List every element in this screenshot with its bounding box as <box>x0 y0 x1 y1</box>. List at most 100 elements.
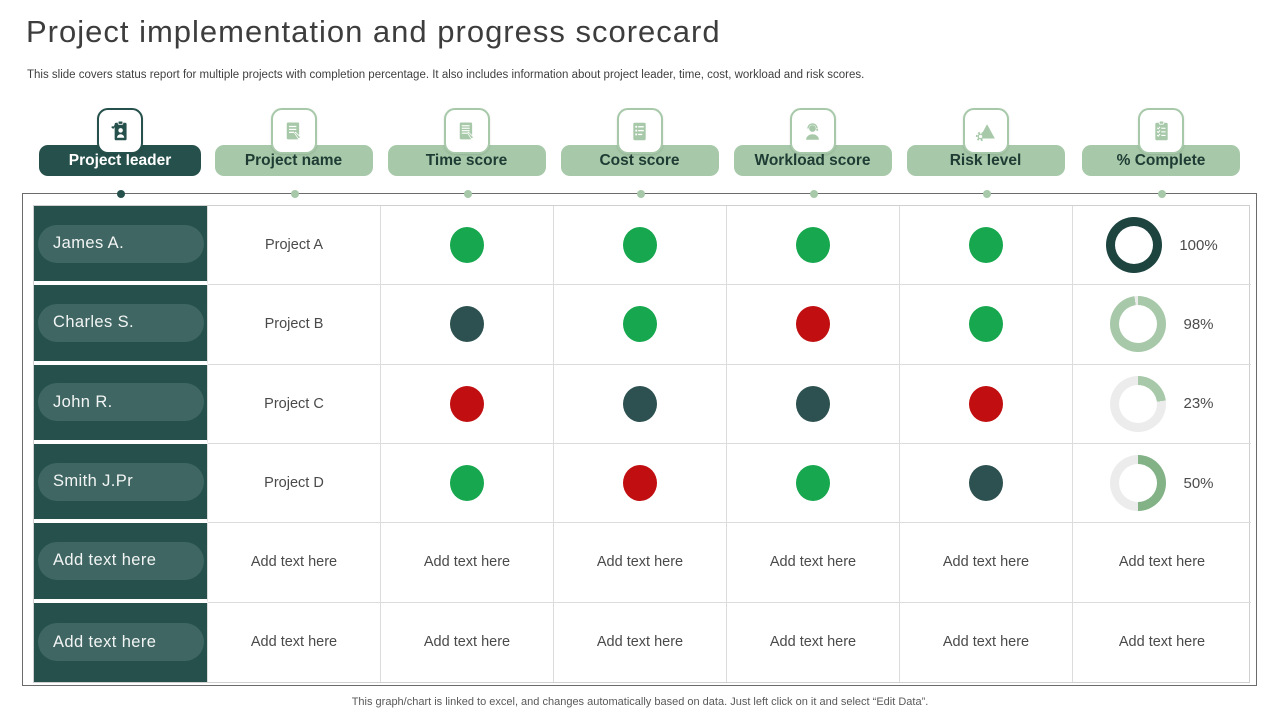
project-name-cell[interactable]: Add text here <box>208 523 381 603</box>
column-header-workload-score: Workload score <box>726 108 899 176</box>
leader-cell: James A. <box>34 206 208 286</box>
cost-status-cell <box>554 206 727 286</box>
column-pill-project-leader: Project leader <box>39 145 201 176</box>
time-status-cell <box>381 364 554 444</box>
percent-complete-label: 98% <box>1183 315 1214 333</box>
column-header-percent-complete: % Complete <box>1072 108 1250 176</box>
leader-cell: Charles S. <box>34 285 208 365</box>
dark-status-circle-icon <box>623 385 657 422</box>
percent-complete-cell: 23% <box>1073 365 1251 444</box>
percent-complete-label: 100% <box>1179 236 1218 254</box>
green-status-circle-icon <box>796 227 830 264</box>
excel-link-note: This graph/chart is linked to excel, and… <box>351 696 929 708</box>
progress-donut-chart <box>1110 455 1167 512</box>
time-status-cell[interactable]: Add text here <box>381 602 554 682</box>
clipboard-check-icon <box>1138 108 1184 154</box>
workload-status-cell[interactable]: Add text here <box>727 523 900 603</box>
leader-cell[interactable]: Add text here <box>34 523 208 603</box>
connector-dot-risk-level <box>983 190 991 198</box>
invoice-list-icon <box>616 108 663 154</box>
checklist-pencil-icon <box>443 108 490 154</box>
connector-dot-workload-score <box>810 190 818 198</box>
percent-complete-cell: 50% <box>1073 444 1251 524</box>
connector-dot-percent-complete <box>1158 190 1166 198</box>
time-status-cell[interactable]: Add text here <box>381 523 554 603</box>
scorecard-table: James A. Project A 100% Charles S. Project B… <box>33 205 1251 683</box>
time-status-cell <box>381 206 554 286</box>
column-header-cost-score: Cost score <box>553 108 726 176</box>
progress-donut-chart <box>1110 296 1167 353</box>
percent-complete-label: 23% <box>1183 395 1214 413</box>
green-status-circle-icon <box>450 465 484 502</box>
column-header-time-score: Time score <box>380 108 553 176</box>
dark-status-circle-icon <box>450 306 484 343</box>
green-status-circle-icon <box>623 306 657 343</box>
leader-cell: Smith J.Pr <box>34 444 208 524</box>
person-headset-icon <box>789 108 836 154</box>
project-name-cell: Project C <box>208 364 381 444</box>
time-status-cell <box>381 444 554 524</box>
workload-status-cell <box>727 206 900 286</box>
risk-status-cell <box>900 206 1073 286</box>
leader-name-pill: Add text here <box>38 541 204 580</box>
slide-subtitle: This slide covers status report for mult… <box>27 69 865 81</box>
progress-donut-chart <box>1110 375 1167 432</box>
progress-donut-chart <box>1106 217 1163 274</box>
time-status-cell <box>381 285 554 365</box>
dark-status-circle-icon <box>969 465 1003 502</box>
document-pencil-icon <box>270 108 317 154</box>
column-header-row: Project leader Project name <box>33 108 1250 176</box>
percent-complete-label: 50% <box>1183 474 1214 492</box>
red-status-circle-icon <box>969 385 1003 422</box>
workload-status-cell[interactable]: Add text here <box>727 602 900 682</box>
cost-status-cell[interactable]: Add text here <box>554 602 727 682</box>
page-title: Project implementation and progress scor… <box>26 14 721 49</box>
leader-name-pill: Charles S. <box>38 303 204 342</box>
red-status-circle-icon <box>623 465 657 502</box>
green-status-circle-icon <box>969 227 1003 264</box>
percent-complete-cell[interactable]: Add text here <box>1118 634 1206 651</box>
leader-cell[interactable]: Add text here <box>34 602 208 682</box>
triangle-gear-icon <box>962 108 1009 154</box>
project-name-cell[interactable]: Add text here <box>208 602 381 682</box>
leader-name-pill: Smith J.Pr <box>38 462 204 501</box>
leader-name-pill: John R. <box>38 383 204 422</box>
column-header-risk-level: Risk level <box>899 108 1072 176</box>
risk-status-cell <box>900 444 1073 524</box>
percent-complete-cell[interactable]: Add text here <box>1073 523 1251 603</box>
column-header-project-leader: Project leader <box>33 108 207 176</box>
red-status-circle-icon <box>796 306 830 343</box>
percent-complete-cell: 98% <box>1073 285 1251 365</box>
workload-status-cell <box>727 285 900 365</box>
green-status-circle-icon <box>623 227 657 264</box>
project-name-cell: Project D <box>208 444 381 524</box>
connector-dot-project-name <box>291 190 299 198</box>
cost-status-cell <box>554 444 727 524</box>
workload-status-cell <box>727 444 900 524</box>
connector-dot-project-leader <box>117 190 125 198</box>
red-status-circle-icon <box>450 385 484 422</box>
green-status-circle-icon <box>969 306 1003 343</box>
cost-status-cell <box>554 285 727 365</box>
table-outer-frame <box>22 190 1257 686</box>
green-status-circle-icon <box>796 465 830 502</box>
project-name-cell: Project A <box>208 206 381 286</box>
leader-badge-icon <box>97 108 143 154</box>
cost-status-cell[interactable]: Add text here <box>554 523 727 603</box>
green-status-circle-icon <box>450 227 484 264</box>
connector-dot-cost-score <box>637 190 645 198</box>
project-name-cell: Project B <box>208 285 381 365</box>
risk-status-cell <box>900 364 1073 444</box>
dark-status-circle-icon <box>796 385 830 422</box>
connector-dot-time-score <box>464 190 472 198</box>
workload-status-cell <box>727 364 900 444</box>
risk-status-cell[interactable]: Add text here <box>900 602 1073 682</box>
leader-name-pill: James A. <box>38 224 204 263</box>
column-header-project-name: Project name <box>207 108 380 176</box>
cost-status-cell <box>554 364 727 444</box>
percent-complete-cell: 100% <box>1073 206 1251 286</box>
leader-name-pill: Add text here <box>38 623 204 662</box>
risk-status-cell[interactable]: Add text here <box>900 523 1073 603</box>
leader-cell: John R. <box>34 364 208 444</box>
